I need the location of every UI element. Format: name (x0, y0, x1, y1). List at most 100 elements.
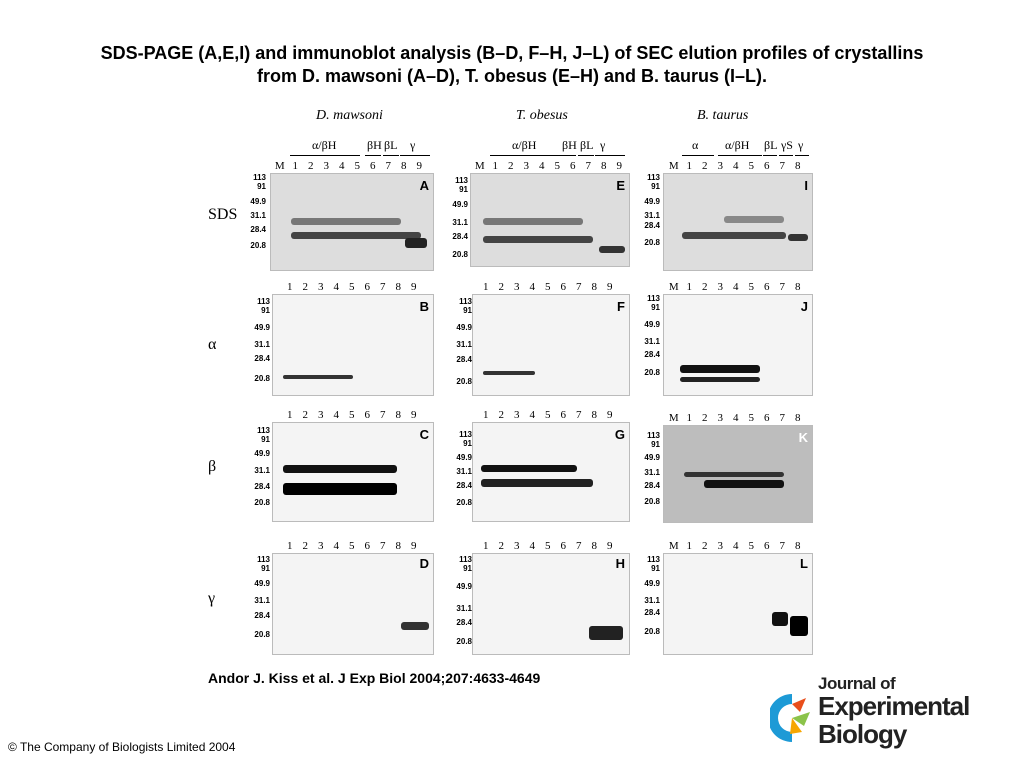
band (283, 465, 397, 473)
group-gamma-s: γS (781, 138, 793, 152)
band (589, 626, 623, 640)
group-alpha-beta-h: α/βH (312, 138, 337, 152)
group-alpha: α (692, 138, 699, 152)
band (790, 616, 808, 636)
group-line (383, 155, 399, 156)
title-line-1: SDS-PAGE (A,E,I) and immunoblot analysis… (100, 43, 924, 63)
band (684, 472, 784, 477)
lane-marker: M (668, 281, 679, 293)
panel-label: K (798, 430, 808, 445)
panel-label: F (617, 299, 625, 314)
band (401, 622, 429, 630)
logo-mark-icon (770, 694, 810, 742)
group-line (400, 155, 430, 156)
group-line (290, 155, 360, 156)
group-line (763, 155, 777, 156)
panel-label: C (419, 427, 429, 442)
logo-line-1: Journal of (818, 674, 896, 693)
species-b-taurus: B. taurus (697, 108, 749, 123)
logo-line-2: Experimental (818, 691, 970, 721)
band (483, 371, 535, 375)
band (481, 479, 593, 487)
blot-panel-h: H (472, 553, 630, 655)
band (481, 465, 577, 472)
band (680, 377, 760, 382)
species-d-mawsoni: D. mawsoni (316, 108, 383, 123)
band (483, 218, 583, 225)
band (772, 612, 788, 626)
group-line (795, 155, 809, 156)
citation: Andor J. Kiss et al. J Exp Biol 2004;207… (208, 670, 541, 686)
group-beta-l: βL (764, 138, 778, 152)
group-alpha-beta-h: α/βH (512, 138, 537, 152)
group-line (560, 155, 576, 156)
lane-marker: M (668, 412, 679, 424)
band (680, 365, 760, 373)
band (704, 480, 784, 488)
blot-panel-f: F (472, 294, 630, 396)
group-line (682, 155, 714, 156)
panel-label: J (800, 299, 808, 314)
blot-panel-c: C (272, 422, 434, 522)
group-beta-h: βH (367, 138, 382, 152)
row-label-gamma: γ (208, 590, 216, 607)
panel-label: G (614, 427, 625, 442)
blot-panel-g: G (472, 422, 630, 522)
blot-panel-b: B (272, 294, 434, 396)
band (283, 375, 353, 379)
row-label-beta: β (208, 458, 217, 475)
lane-marker: M (274, 160, 285, 172)
group-line (490, 155, 560, 156)
band (724, 216, 784, 223)
blot-panel-d: D (272, 553, 434, 655)
title-line-2: from D. mawsoni (A–D), T. obesus (E–H) a… (256, 66, 768, 86)
group-gamma: γ (798, 138, 804, 152)
band (788, 234, 808, 241)
group-beta-l: βL (580, 138, 594, 152)
band (483, 236, 593, 243)
lane-marker: M (668, 160, 679, 172)
gel-panel-i: I (663, 173, 813, 271)
panel-label: B (419, 299, 429, 314)
blot-panel-j: J (663, 294, 813, 396)
band (291, 232, 421, 239)
logo-line-3: Biology (818, 719, 907, 749)
group-line (779, 155, 793, 156)
group-beta-l: βL (384, 138, 398, 152)
group-alpha-beta-h: α/βH (725, 138, 750, 152)
gel-panel-e: E (470, 173, 630, 267)
row-label-alpha: α (208, 336, 217, 353)
panel-label: I (804, 178, 808, 193)
blot-panel-k: K (663, 425, 813, 523)
band (405, 238, 427, 248)
band (283, 483, 397, 495)
group-line (718, 155, 762, 156)
panel-label: D (419, 556, 429, 571)
group-line (365, 155, 381, 156)
group-line (595, 155, 625, 156)
group-gamma: γ (410, 138, 416, 152)
band (682, 232, 786, 239)
lane-marker: M (474, 160, 485, 172)
gel-panel-a: A (270, 173, 434, 271)
group-beta-h: βH (562, 138, 577, 152)
panel-label: L (800, 556, 808, 571)
panel-label: H (615, 556, 625, 571)
copyright: © The Company of Biologists Limited 2004 (8, 740, 236, 754)
lane-marker: M (668, 540, 679, 552)
species-t-obesus: T. obesus (516, 108, 568, 123)
row-label-sds: SDS (208, 206, 238, 223)
band (599, 246, 625, 253)
blot-panel-l: L (663, 553, 813, 655)
